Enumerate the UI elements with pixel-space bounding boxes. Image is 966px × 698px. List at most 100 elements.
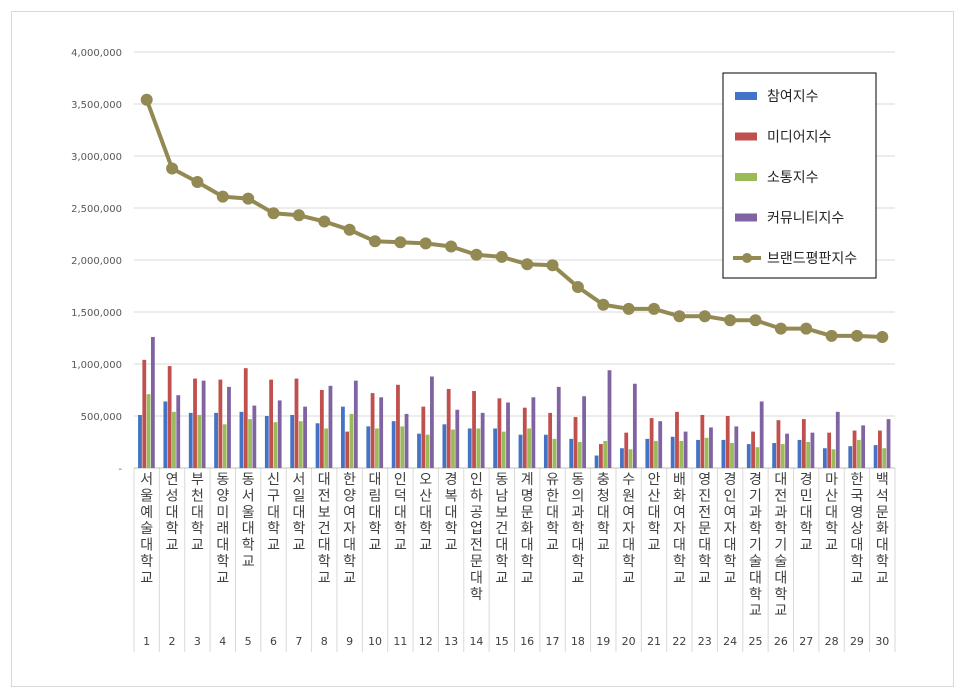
bar-3-7 [298,421,303,468]
bar-2-2 [167,366,172,468]
bar-3-16 [527,428,531,468]
bar-1-1 [138,414,142,468]
bar-1-20 [620,448,624,468]
bar-4-4 [227,386,231,468]
bar-1-14 [467,428,472,468]
bar-2-12 [421,406,426,468]
rank-label: 3 [194,635,201,648]
bar-2-29 [852,430,857,468]
legend-label: 미디어지수 [767,130,832,146]
line-point-24 [724,314,737,327]
rank-label: 30 [875,635,889,648]
bar-1-24 [721,439,726,468]
bar-4-20 [632,383,637,468]
bar-4-26 [785,433,789,468]
bar-2-7 [294,378,299,468]
bar-4-1 [150,336,155,468]
bar-4-24 [734,426,739,468]
bar-3-26 [780,444,785,468]
line-point-6 [267,207,280,220]
bar-2-9 [345,431,350,468]
bar-4-9 [353,380,358,468]
bar-1-5 [239,411,244,468]
bar-2-18 [573,417,578,468]
bar-4-28 [835,411,840,468]
bar-1-27 [797,439,802,468]
bar-4-6 [277,400,282,468]
rank-label: 14 [469,635,483,648]
bar-2-25 [751,431,755,468]
bar-3-3 [197,414,202,468]
bar-2-6 [269,379,274,468]
line-point-28 [825,329,838,342]
bar-4-16 [531,397,536,468]
line-point-9 [343,223,356,236]
bar-1-3 [188,412,193,468]
bar-1-28 [822,448,827,468]
rank-label: 12 [419,635,433,648]
rank-label: 29 [850,635,864,648]
bar-4-5 [252,405,257,468]
bar-4-18 [582,396,587,468]
bar-2-11 [396,384,400,468]
bar-2-30 [878,430,882,468]
y-tick-label: 1,500,000 [71,308,122,319]
legend-label: 소통지수 [767,170,819,186]
rank-label: 16 [520,635,534,648]
bar-4-13 [455,409,460,468]
y-tick-label: 500,000 [81,412,122,423]
bar-4-2 [176,395,181,468]
bar-4-19 [607,370,612,468]
bar-4-22 [683,431,688,468]
rank-label: 5 [245,635,252,648]
bar-3-15 [501,431,506,468]
bar-4-11 [404,413,409,468]
y-tick-label: 3,000,000 [71,152,122,163]
legend-swatch [735,213,757,222]
bar-2-15 [497,398,502,468]
bar-3-23 [704,437,709,468]
rank-label: 1 [143,635,150,648]
rank-label: 23 [698,635,712,648]
rank-label: 6 [270,635,277,648]
rank-label: 18 [571,635,585,648]
rank-label: 25 [748,635,762,648]
bar-4-25 [759,401,764,468]
rank-label: 2 [169,635,176,648]
rank-label: 26 [774,635,788,648]
line-point-7 [292,209,305,222]
line-point-19 [597,298,610,311]
y-tick-label: 2,000,000 [71,256,122,267]
bar-3-25 [755,447,760,468]
line-point-26 [774,322,787,335]
rank-label: 13 [444,635,458,648]
bar-4-21 [658,421,663,468]
bar-4-30 [886,419,891,468]
bar-1-8 [315,423,320,468]
bar-2-23 [700,414,705,468]
legend-label: 커뮤니티지수 [767,211,844,227]
line-point-27 [800,322,813,335]
bar-2-22 [675,411,679,468]
line-point-16 [521,258,534,271]
line-point-30 [876,331,889,343]
bar-3-30 [882,448,887,468]
y-tick-label: 1,000,000 [71,360,122,371]
rank-label: 20 [622,635,636,648]
bar-3-10 [374,428,379,468]
rank-label: 24 [723,635,737,648]
bar-1-29 [848,446,853,468]
bar-4-12 [430,376,434,468]
line-point-13 [445,240,458,253]
bar-1-21 [645,438,650,468]
